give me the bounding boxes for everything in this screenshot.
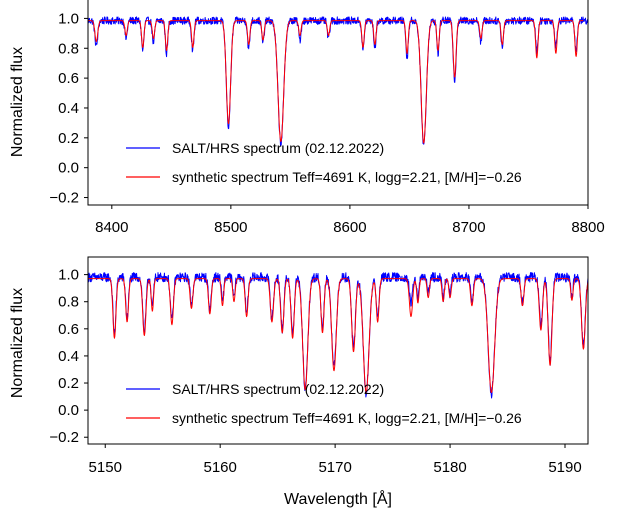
y-tick-label: 0.4: [58, 348, 79, 365]
top-plot-area: [88, 16, 588, 146]
bottom-legend-label-observed: SALT/HRS spectrum (02.12.2022): [172, 381, 384, 397]
x-tick-label: 5150: [89, 459, 122, 476]
top-legend-label-synthetic: synthetic spectrum Teff=4691 K, logg=2.2…: [172, 169, 522, 185]
x-tick-label: 8800: [571, 219, 604, 236]
y-tick-label: 1.0: [58, 267, 79, 284]
bottom-panel: −0.20.00.20.40.60.81.0 5150 5160 5170 5180 5…: [9, 256, 589, 508]
x-tick-label: 8600: [333, 219, 366, 236]
top-legend: SALT/HRS spectrum (02.12.2022) synthetic…: [126, 140, 522, 185]
top-x-axis: 8400 8500 8600 8700 8800: [95, 205, 605, 236]
y-tick-label: 0.0: [58, 402, 79, 419]
x-tick-label: 8500: [214, 219, 247, 236]
x-tick-label: 5170: [318, 459, 351, 476]
bottom-x-axis: 5150 5160 5170 5180 5190: [89, 444, 582, 476]
top-y-axis-label: Normalized flux: [9, 47, 26, 157]
x-tick-label: 5190: [548, 459, 581, 476]
synthetic-spectrum-line: [88, 278, 588, 393]
observed-spectrum-line: [88, 272, 588, 399]
bottom-plot-area: [88, 272, 588, 399]
synthetic-spectrum-line: [88, 20, 584, 144]
bottom-y-axis-label: Normalized flux: [9, 288, 26, 398]
bottom-legend: SALT/HRS spectrum (02.12.2022) synthetic…: [126, 381, 522, 426]
x-tick-label: 5160: [203, 459, 236, 476]
y-tick-label: 0.6: [58, 321, 79, 338]
top-legend-label-observed: SALT/HRS spectrum (02.12.2022): [172, 140, 384, 156]
bottom-y-axis: −0.2 0.0 0.2 0.4 0.6 0.8 1.0: [49, 267, 88, 446]
x-tick-label: 5180: [433, 459, 466, 476]
top-y-axis: −0.2 0.0 0.2 0.4 0.6 0.8 1.0: [49, 10, 88, 207]
bottom-x-axis-label: Wavelength [Å]: [284, 489, 392, 508]
y-tick-label: 0.2: [58, 375, 79, 392]
y-tick-label: −0.2: [49, 190, 79, 207]
y-tick-label: −0.2: [49, 429, 79, 446]
y-tick-label: 0.4: [58, 100, 79, 117]
x-tick-label: 8400: [95, 219, 128, 236]
y-tick-label: 0.6: [58, 70, 79, 87]
observed-spectrum-line: [88, 16, 588, 146]
y-tick-label: 0.0: [58, 160, 79, 177]
top-plot-frame: [87, 0, 589, 206]
x-tick-label: 8700: [452, 219, 485, 236]
y-tick-label: 0.2: [58, 130, 79, 147]
top-panel: −0.20.00.20.40.60.81.0 8400 8500 8600 8700 8…: [9, 0, 605, 236]
bottom-plot-frame: [87, 256, 589, 445]
bottom-legend-label-synthetic: synthetic spectrum Teff=4691 K, logg=2.2…: [172, 410, 522, 426]
y-tick-label: 0.8: [58, 40, 79, 57]
y-tick-label: 1.0: [58, 10, 79, 27]
y-tick-label: 0.8: [58, 294, 79, 311]
